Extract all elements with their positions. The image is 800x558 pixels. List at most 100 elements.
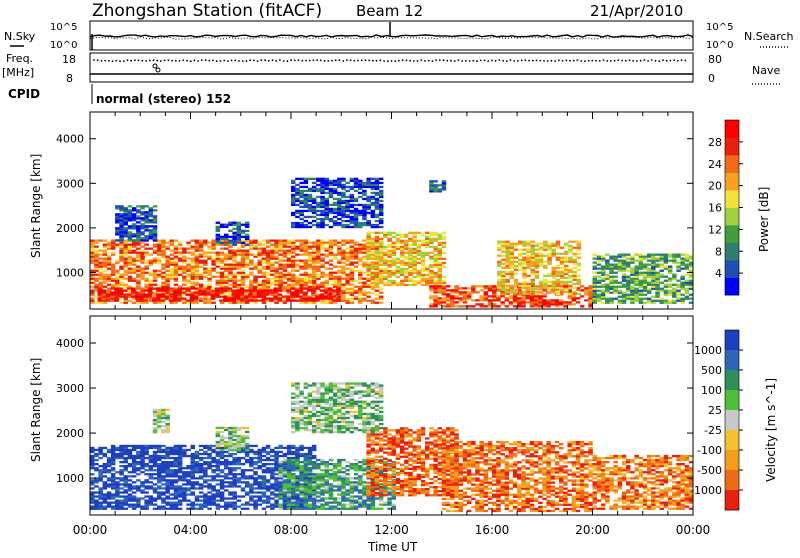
heatmap-cell: [287, 260, 292, 262]
heatmap-cell: [245, 236, 250, 238]
heatmap-cell: [329, 260, 334, 262]
heatmap-cell: [680, 262, 685, 264]
heatmap-cell: [626, 284, 631, 286]
heatmap-cell: [467, 287, 472, 289]
heatmap-cell: [177, 293, 182, 295]
heatmap-cell: [643, 258, 648, 260]
heatmap-cell: [425, 236, 430, 238]
heatmap-cell: [354, 296, 359, 298]
heatmap-cell: [312, 282, 317, 284]
heatmap-cell: [274, 483, 279, 485]
heatmap-cell: [643, 284, 648, 286]
heatmap-cell: [124, 207, 129, 209]
heatmap-cell: [371, 302, 376, 304]
heatmap-cell: [283, 242, 288, 244]
heatmap-cell: [539, 281, 544, 283]
heatmap-cell: [153, 246, 158, 248]
heatmap-cell: [274, 467, 279, 469]
heatmap-cell: [249, 260, 254, 262]
heatmap-cell: [241, 246, 246, 248]
heatmap-cell: [174, 469, 179, 471]
heatmap-cell: [106, 299, 111, 301]
heatmap-cell: [425, 242, 430, 244]
heatmap-cell: [174, 485, 179, 487]
heatmap-cell: [358, 182, 363, 184]
heatmap-cell: [128, 300, 133, 302]
heatmap-cell: [350, 278, 355, 280]
heatmap-cell: [531, 269, 536, 271]
heatmap-cell: [103, 264, 108, 266]
heatmap-cell: [228, 506, 233, 508]
heatmap-cell: [114, 299, 119, 301]
heatmap-cell: [668, 270, 673, 272]
heatmap-cell: [421, 260, 426, 262]
heatmap-cell: [643, 282, 648, 284]
heatmap-cell: [165, 491, 170, 493]
heatmap-cell: [412, 236, 417, 238]
heatmap-cell: [144, 254, 149, 256]
heatmap-cell: [332, 299, 337, 301]
heatmap-cell: [241, 489, 246, 491]
heatmap-cell: [90, 495, 95, 497]
heatmap-cell: [182, 473, 187, 475]
heatmap-cell: [203, 268, 208, 270]
heatmap-cell: [90, 280, 95, 282]
heatmap-cell: [379, 282, 384, 284]
heatmap-cell: [207, 475, 212, 477]
heatmap-cell: [124, 449, 129, 451]
heatmap-cell: [220, 495, 225, 497]
heatmap-cell: [203, 256, 208, 258]
heatmap-cell: [144, 506, 149, 508]
heatmap-cell: [539, 257, 544, 259]
heatmap-cell: [345, 300, 350, 302]
heatmap-cell: [556, 245, 561, 247]
heatmap-cell: [186, 455, 191, 457]
heatmap-cell: [400, 252, 405, 254]
heatmap-cell: [337, 182, 342, 184]
heatmap-cell: [149, 455, 154, 457]
heatmap-cell: [132, 233, 137, 235]
heatmap-cell: [274, 252, 279, 254]
heatmap-cell: [207, 449, 212, 451]
heatmap-cell: [119, 457, 124, 459]
heatmap-cell: [170, 260, 175, 262]
heatmap-cell: [178, 258, 183, 260]
heatmap-cell: [224, 481, 229, 483]
heatmap-cell: [618, 302, 623, 304]
heatmap-cell: [111, 451, 116, 453]
heatmap-cell: [124, 508, 129, 510]
heatmap-cell: [295, 453, 300, 455]
heatmap-cell: [170, 508, 175, 510]
heatmap-cell: [106, 295, 111, 297]
heatmap-cell: [274, 242, 279, 244]
heatmap-cell: [182, 495, 187, 497]
heatmap-cell: [211, 295, 216, 297]
heatmap-cell: [237, 461, 242, 463]
heatmap-cell: [199, 491, 204, 493]
heatmap-cell: [124, 504, 129, 506]
heatmap-cell: [333, 258, 338, 260]
heatmap-cell: [258, 453, 263, 455]
heatmap-cell: [119, 237, 124, 239]
heatmap-cell: [442, 188, 447, 190]
heatmap-cell: [593, 280, 598, 282]
heatmap-cell: [90, 262, 95, 264]
heatmap-cell: [379, 244, 384, 246]
heatmap-cell: [216, 469, 221, 471]
heatmap-cell: [312, 242, 317, 244]
heatmap-cell: [601, 290, 606, 292]
heatmap-cell: [539, 243, 544, 245]
heatmap-cell: [651, 258, 656, 260]
heatmap-cell: [90, 270, 95, 272]
heatmap-cell: [191, 262, 196, 264]
heatmap-cell: [539, 247, 544, 249]
heatmap-cell: [132, 260, 137, 262]
heatmap-cell: [224, 256, 229, 258]
heatmap-cell: [103, 455, 108, 457]
heatmap-cell: [543, 275, 548, 277]
heatmap-cell: [278, 248, 283, 250]
heatmap-cell: [237, 250, 242, 252]
heatmap-cell: [278, 487, 283, 489]
heatmap-cell: [182, 302, 187, 304]
heatmap-cell: [90, 298, 95, 300]
